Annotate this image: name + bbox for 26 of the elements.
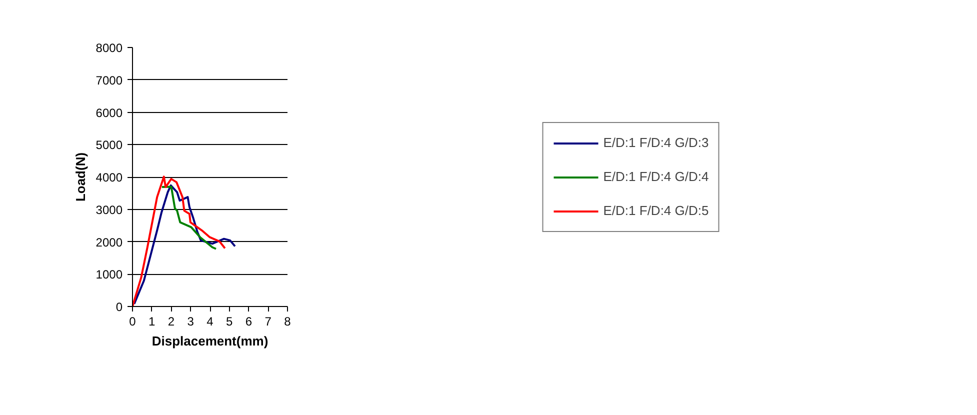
x-tick-label: 1 [148, 314, 156, 328]
x-tick-label: 4 [206, 314, 214, 328]
legend-label: E/D:1 F/D:4 G/D:3 [603, 135, 709, 150]
x-tick-label: 5 [226, 314, 234, 328]
y-axis-title: Load(N) [72, 152, 88, 202]
line-series [133, 184, 236, 305]
y-tick-label: 0 [116, 300, 123, 314]
line-series [160, 186, 218, 250]
y-tick-label: 5000 [96, 138, 123, 152]
x-tick-label: 2 [168, 314, 175, 328]
x-tick-label: 7 [264, 314, 272, 328]
x-tick-label: 8 [284, 314, 292, 328]
line-series [132, 176, 226, 306]
y-tick-label: 2000 [96, 235, 123, 250]
y-tick-label: 3000 [96, 202, 123, 217]
legend-label: E/D:1 F/D:4 G/D:5 [603, 203, 709, 218]
y-tick-label: 8000 [96, 41, 123, 55]
y-tick-label: 6000 [96, 106, 123, 120]
y-tick-label: 1000 [96, 268, 123, 282]
y-tick-label: 4000 [96, 170, 123, 184]
x-axis-title: Displacement(mm) [152, 334, 268, 348]
y-tick-label: 7000 [96, 73, 123, 88]
legend-label: E/D:1 F/D:4 G/D:4 [603, 169, 709, 184]
x-tick-label: 0 [129, 314, 136, 328]
x-tick-label: 6 [245, 314, 252, 328]
x-tick-label: 3 [187, 314, 194, 328]
